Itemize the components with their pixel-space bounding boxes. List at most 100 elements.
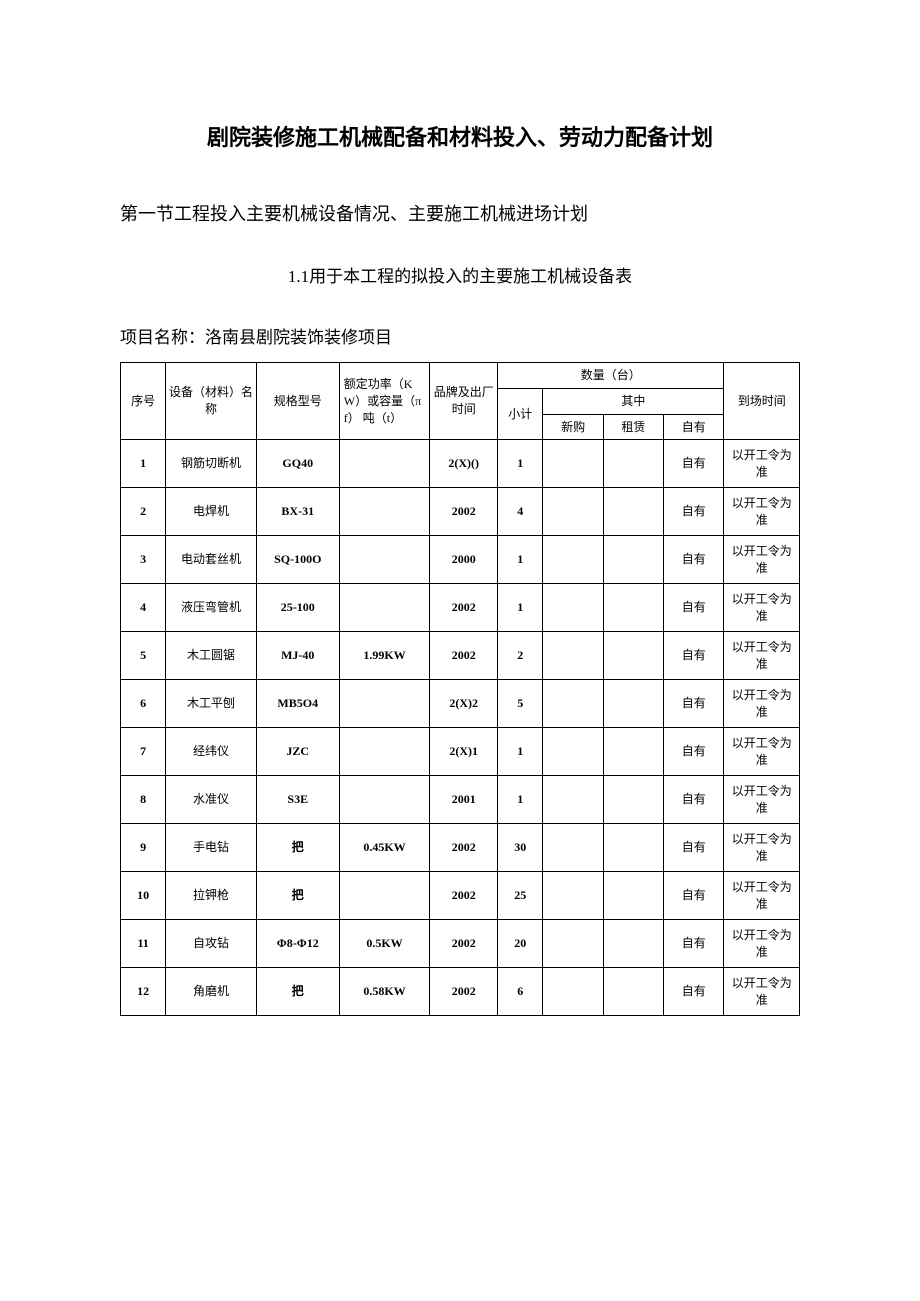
cell-power: 0.45KW — [339, 824, 430, 872]
cell-subtotal: 1 — [498, 584, 543, 632]
cell-buy — [543, 632, 603, 680]
cell-power — [339, 872, 430, 920]
cell-brand: 2(X)1 — [430, 728, 498, 776]
cell-buy — [543, 920, 603, 968]
cell-name: 自攻钻 — [166, 920, 257, 968]
cell-power — [339, 584, 430, 632]
cell-name: 木工平刨 — [166, 680, 257, 728]
cell-seq: 12 — [121, 968, 166, 1016]
table-row: 4液压弯管机25-10020021自有以开工令为准 — [121, 584, 800, 632]
cell-spec: 把 — [256, 824, 339, 872]
cell-name: 水准仪 — [166, 776, 257, 824]
cell-rent — [603, 728, 663, 776]
cell-spec: Φ8-Φ12 — [256, 920, 339, 968]
equipment-table: 序号 设备（材料）名称 规格型号 额定功率（KW）或容量（πf） 吨（t） 品牌… — [120, 362, 800, 1016]
cell-arrival: 以开工令为准 — [724, 584, 800, 632]
cell-subtotal: 25 — [498, 872, 543, 920]
cell-rent — [603, 872, 663, 920]
cell-name: 角磨机 — [166, 968, 257, 1016]
cell-seq: 8 — [121, 776, 166, 824]
cell-power — [339, 536, 430, 584]
cell-arrival: 以开工令为准 — [724, 488, 800, 536]
cell-name: 拉钾枪 — [166, 872, 257, 920]
cell-own: 自有 — [664, 968, 724, 1016]
project-name-line: 项目名称：洛南县剧院装饰装修项目 — [120, 323, 800, 348]
cell-arrival: 以开工令为准 — [724, 824, 800, 872]
cell-seq: 4 — [121, 584, 166, 632]
cell-rent — [603, 920, 663, 968]
table-row: 7经纬仪JZC2(X)11自有以开工令为准 — [121, 728, 800, 776]
cell-own: 自有 — [664, 920, 724, 968]
cell-name: 电焊机 — [166, 488, 257, 536]
cell-own: 自有 — [664, 488, 724, 536]
cell-buy — [543, 824, 603, 872]
table-row: 1钢筋切断机GQ402(X)()1自有以开工令为准 — [121, 440, 800, 488]
cell-subtotal: 20 — [498, 920, 543, 968]
cell-own: 自有 — [664, 776, 724, 824]
cell-rent — [603, 632, 663, 680]
cell-power — [339, 728, 430, 776]
cell-power — [339, 680, 430, 728]
cell-subtotal: 1 — [498, 440, 543, 488]
cell-rent — [603, 584, 663, 632]
cell-name: 手电钻 — [166, 824, 257, 872]
cell-subtotal: 6 — [498, 968, 543, 1016]
hdr-self-own: 自有 — [664, 414, 724, 440]
hdr-power: 额定功率（KW）或容量（πf） 吨（t） — [339, 363, 430, 440]
cell-own: 自有 — [664, 632, 724, 680]
cell-rent — [603, 776, 663, 824]
cell-brand: 2000 — [430, 536, 498, 584]
cell-brand: 2(X)2 — [430, 680, 498, 728]
cell-subtotal: 2 — [498, 632, 543, 680]
cell-seq: 7 — [121, 728, 166, 776]
cell-brand: 2001 — [430, 776, 498, 824]
table-row: 5木工圆锯MJ-401.99KW20022自有以开工令为准 — [121, 632, 800, 680]
cell-brand: 2002 — [430, 824, 498, 872]
cell-brand: 2002 — [430, 920, 498, 968]
cell-rent — [603, 680, 663, 728]
cell-arrival: 以开工令为准 — [724, 920, 800, 968]
cell-buy — [543, 584, 603, 632]
hdr-brand: 品牌及出厂时间 — [430, 363, 498, 440]
cell-brand: 2(X)() — [430, 440, 498, 488]
sub-title: 1.1用于本工程的拟投入的主要施工机械设备表 — [120, 262, 800, 287]
cell-seq: 6 — [121, 680, 166, 728]
hdr-arrival: 到场时间 — [724, 363, 800, 440]
table-row: 6木工平刨MB5O42(X)25自有以开工令为准 — [121, 680, 800, 728]
cell-name: 液压弯管机 — [166, 584, 257, 632]
project-name-value: 洛南县剧院装饰装修项目 — [205, 328, 392, 347]
cell-rent — [603, 440, 663, 488]
cell-arrival: 以开工令为准 — [724, 968, 800, 1016]
cell-brand: 2002 — [430, 488, 498, 536]
section-title: 第一节工程投入主要机械设备情况、主要施工机械进场计划 — [120, 200, 800, 226]
table-row: 2电焊机BX-3120024自有以开工令为准 — [121, 488, 800, 536]
cell-arrival: 以开工令为准 — [724, 680, 800, 728]
cell-subtotal: 4 — [498, 488, 543, 536]
table-row: 10拉钾枪把200225自有以开工令为准 — [121, 872, 800, 920]
cell-seq: 2 — [121, 488, 166, 536]
hdr-of-which: 其中 — [543, 388, 724, 414]
cell-subtotal: 1 — [498, 728, 543, 776]
hdr-rent: 租赁 — [603, 414, 663, 440]
cell-spec: JZC — [256, 728, 339, 776]
cell-power: 0.5KW — [339, 920, 430, 968]
hdr-qty-group: 数量（台） — [498, 363, 724, 389]
table-row: 11自攻钻Φ8-Φ120.5KW200220 自有以开工令为准 — [121, 920, 800, 968]
cell-buy — [543, 776, 603, 824]
cell-subtotal: 5 — [498, 680, 543, 728]
cell-seq: 3 — [121, 536, 166, 584]
cell-seq: 5 — [121, 632, 166, 680]
cell-power: 0.58KW — [339, 968, 430, 1016]
cell-spec: GQ40 — [256, 440, 339, 488]
cell-own: 自有 — [664, 536, 724, 584]
cell-seq: 11 — [121, 920, 166, 968]
table-body: 1钢筋切断机GQ402(X)()1自有以开工令为准2电焊机BX-3120024自… — [121, 440, 800, 1016]
cell-brand: 2002 — [430, 968, 498, 1016]
cell-brand: 2002 — [430, 872, 498, 920]
cell-spec: 把 — [256, 872, 339, 920]
cell-seq: 1 — [121, 440, 166, 488]
cell-rent — [603, 824, 663, 872]
cell-buy — [543, 536, 603, 584]
hdr-spec: 规格型号 — [256, 363, 339, 440]
cell-own: 自有 — [664, 728, 724, 776]
